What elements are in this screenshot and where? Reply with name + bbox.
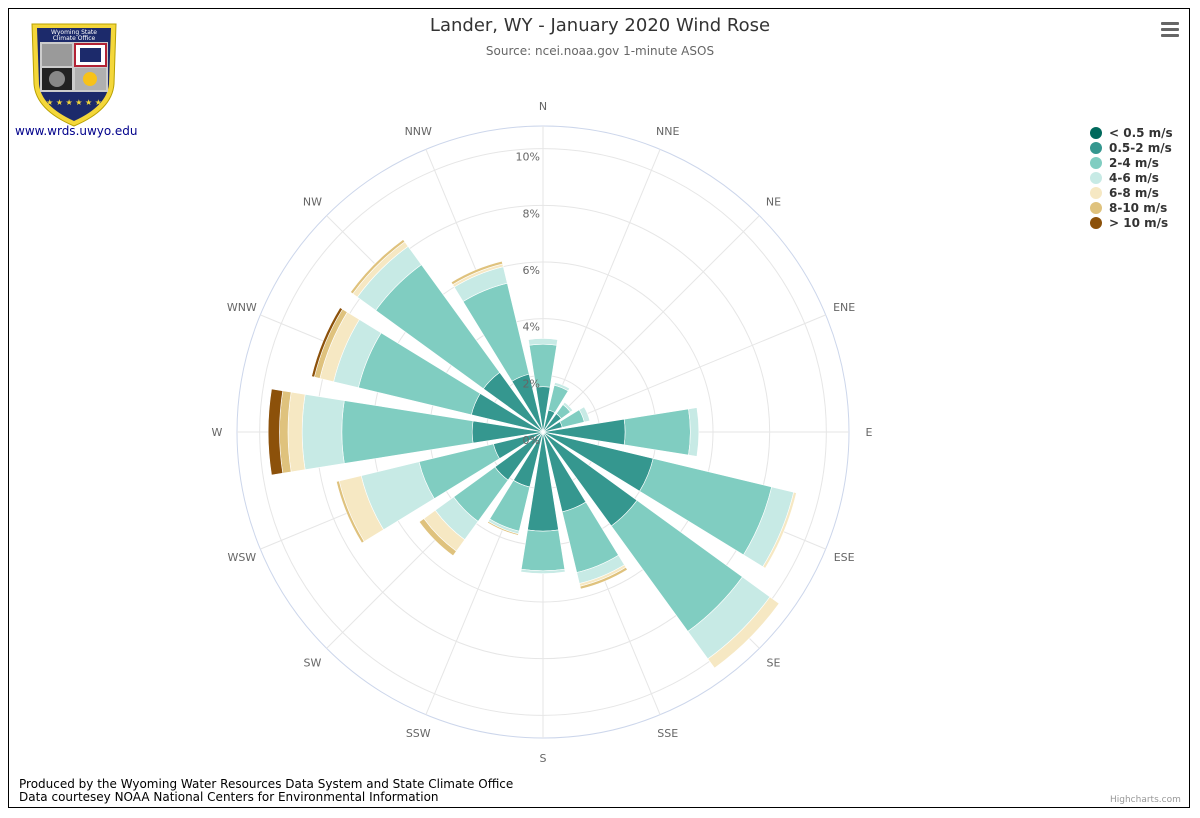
legend-dot-icon — [1090, 186, 1102, 199]
direction-label-E: E — [866, 426, 873, 439]
legend-label: > 10 m/s — [1109, 215, 1169, 230]
legend-dot-icon — [1090, 126, 1102, 139]
footer-line-2: Data courtesey NOAA National Centers for… — [19, 790, 439, 804]
highcharts-credit-link[interactable]: Highcharts.com — [1110, 795, 1181, 805]
bar-W-6[interactable] — [267, 388, 284, 476]
bar-S-2[interactable] — [520, 529, 566, 572]
direction-label-N: N — [539, 100, 547, 113]
legend-dot-icon — [1090, 201, 1102, 214]
bar-WSW-5[interactable] — [336, 480, 365, 544]
legend-label: 2-4 m/s — [1109, 155, 1159, 170]
climate-office-logo: Wyoming State Climate Office ★ ★ ★ ★ ★ ★ — [31, 23, 117, 127]
direction-label-NNW: NNW — [405, 125, 432, 138]
direction-label-ESE: ESE — [834, 551, 855, 564]
legend-label: 8-10 m/s — [1109, 200, 1168, 215]
legend-item[interactable]: 6-8 m/s — [1090, 185, 1173, 200]
bar-W-3[interactable] — [301, 393, 345, 471]
direction-label-ENE: ENE — [833, 301, 855, 314]
legend-label: 6-8 m/s — [1109, 185, 1159, 200]
legend-label: 0.5-2 m/s — [1109, 140, 1172, 155]
direction-label-W: W — [212, 426, 223, 439]
direction-label-NW: NW — [303, 195, 322, 208]
axis-labels: 0% 2% 4% 6% 8% 10% N NNE NE ENE E ESE SE SSE S SSW SW WSW… — [212, 100, 873, 765]
radial-tick-label: 4% — [523, 321, 540, 334]
direction-label-SE: SE — [767, 657, 781, 670]
bar-ESE-4[interactable] — [762, 491, 797, 569]
chart-legend: < 0.5 m/s 0.5-2 m/s 2-4 m/s 4-6 m/s 6-8 m/s 8… — [1090, 125, 1173, 230]
direction-label-SSW: SSW — [406, 727, 431, 740]
svg-text:★ ★ ★ ★ ★ ★: ★ ★ ★ ★ ★ ★ — [46, 98, 102, 107]
bar-E-3[interactable] — [688, 407, 700, 457]
direction-label-NNE: NNE — [656, 125, 679, 138]
legend-item[interactable]: 8-10 m/s — [1090, 200, 1173, 215]
bar-E-2[interactable] — [623, 408, 691, 456]
bar-NNW-5[interactable] — [450, 260, 504, 286]
logo-text-2: Climate Office — [53, 35, 96, 42]
hamburger-menu-icon[interactable] — [1158, 20, 1182, 40]
radial-tick-label: 0% — [523, 434, 540, 447]
bar-NNE-3[interactable] — [553, 382, 571, 392]
bar-SSE-5[interactable] — [579, 566, 628, 590]
legend-item[interactable]: 4-6 m/s — [1090, 170, 1173, 185]
legend-label: < 0.5 m/s — [1109, 125, 1173, 140]
legend-dot-icon — [1090, 156, 1102, 169]
legend-dot-icon — [1090, 171, 1102, 184]
grid-spoke — [542, 215, 760, 433]
bar-WNW-6[interactable] — [311, 307, 343, 378]
chart-frame — [8, 8, 1190, 808]
bar-SW-5[interactable] — [418, 518, 457, 557]
bar-SSW-5[interactable] — [487, 520, 519, 536]
radial-tick-label: 2% — [523, 377, 540, 390]
legend-item[interactable]: 0.5-2 m/s — [1090, 140, 1173, 155]
direction-label-SSE: SSE — [657, 727, 678, 740]
radial-tick-label: 10% — [516, 151, 540, 164]
bar-S-3[interactable] — [520, 568, 566, 574]
direction-label-WNW: WNW — [227, 301, 257, 314]
grid-spoke — [542, 314, 826, 433]
bar-NW-5[interactable] — [350, 239, 406, 295]
legend-item[interactable]: 2-4 m/s — [1090, 155, 1173, 170]
direction-label-S: S — [540, 752, 547, 765]
direction-label-SW: SW — [304, 657, 322, 670]
chart-title: Lander, WY - January 2020 Wind Rose — [429, 15, 771, 36]
footer-credits: Produced by the Wyoming Water Resources … — [19, 778, 513, 804]
logo-url-link[interactable]: www.wrds.uwyo.edu — [15, 124, 138, 138]
bar-ENE-3[interactable] — [578, 406, 591, 423]
logo-text-1: Wyoming State — [51, 29, 97, 36]
wind-rose-bars — [267, 239, 797, 669]
direction-label-WSW: WSW — [227, 551, 256, 564]
legend-item[interactable]: < 0.5 m/s — [1090, 125, 1173, 140]
bar-N-3[interactable] — [528, 338, 558, 346]
legend-dot-icon — [1090, 141, 1102, 154]
legend-item[interactable]: > 10 m/s — [1090, 215, 1173, 230]
radial-tick-label: 8% — [523, 207, 540, 220]
legend-label: 4-6 m/s — [1109, 170, 1159, 185]
bar-NE-3[interactable] — [562, 401, 574, 413]
direction-label-NE: NE — [766, 195, 781, 208]
legend-dot-icon — [1090, 216, 1102, 229]
bar-SE-4[interactable] — [707, 596, 780, 669]
radial-tick-label: 6% — [523, 264, 540, 277]
footer-line-1: Produced by the Wyoming Water Resources … — [19, 777, 514, 791]
chart-subtitle: Source: ncei.noaa.gov 1-minute ASOS — [485, 44, 715, 58]
